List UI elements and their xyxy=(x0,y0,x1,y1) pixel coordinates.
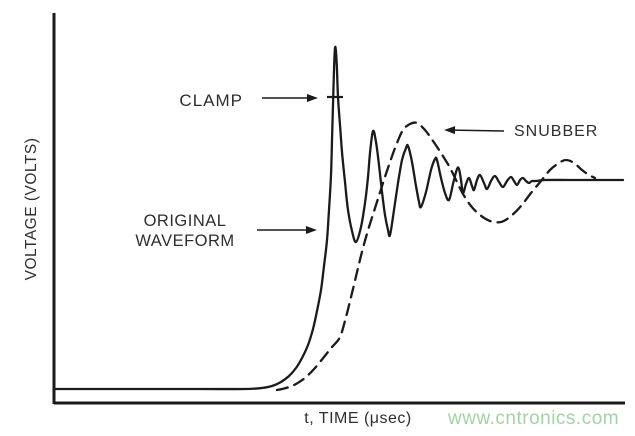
series-snubber xyxy=(275,121,597,392)
series-original-waveform xyxy=(54,45,625,391)
x-axis-label: t, TIME (μsec) xyxy=(304,410,412,427)
snubber-label: SNUBBER xyxy=(514,123,599,140)
original-waveform-label-line1: ORIGINAL xyxy=(143,212,227,230)
clamp-arrow-head xyxy=(307,94,318,102)
snubber-arrow-head xyxy=(444,126,456,135)
watermark: www.cntronics.com xyxy=(448,408,620,429)
original-waveform-arrow-head xyxy=(306,226,317,234)
original-waveform-label: ORIGINAL WAVEFORM xyxy=(110,211,260,251)
snubber-arrow-shaft xyxy=(452,129,505,132)
original-waveform-label-line2: WAVEFORM xyxy=(135,232,235,250)
clamp-label: CLAMP xyxy=(179,91,243,110)
y-axis-label: VOLTAGE (VOLTS) xyxy=(23,137,40,281)
